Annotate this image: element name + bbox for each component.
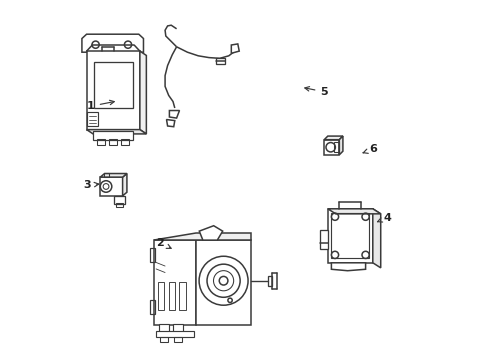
Bar [158, 282, 164, 310]
Polygon shape [87, 130, 147, 134]
Bar [173, 324, 183, 332]
Bar [169, 282, 175, 310]
Bar [94, 62, 133, 108]
Polygon shape [231, 44, 239, 53]
Polygon shape [328, 209, 373, 263]
Bar [109, 139, 117, 145]
Bar [93, 131, 133, 140]
Polygon shape [122, 174, 127, 196]
Polygon shape [170, 111, 179, 118]
Polygon shape [196, 240, 251, 325]
Bar [87, 112, 98, 126]
Bar [179, 282, 186, 310]
Text: 6: 6 [363, 144, 377, 154]
Bar [320, 230, 328, 249]
Bar [156, 331, 194, 337]
Polygon shape [328, 209, 381, 214]
Polygon shape [373, 209, 381, 268]
Polygon shape [324, 140, 339, 155]
Bar [97, 139, 104, 145]
Text: 2: 2 [156, 238, 171, 248]
Bar [334, 142, 339, 152]
Bar [268, 276, 272, 286]
Polygon shape [82, 34, 144, 52]
Polygon shape [154, 240, 196, 325]
Polygon shape [100, 177, 122, 196]
Bar [114, 196, 125, 204]
Bar [216, 58, 225, 64]
Polygon shape [140, 51, 147, 134]
Text: 3: 3 [83, 180, 98, 190]
Polygon shape [154, 233, 251, 240]
Bar [331, 213, 369, 258]
Bar [104, 173, 109, 177]
Polygon shape [339, 136, 343, 155]
Polygon shape [100, 174, 127, 177]
Bar [159, 324, 169, 332]
Bar [116, 203, 122, 207]
Polygon shape [199, 226, 222, 240]
Text: 4: 4 [377, 213, 391, 223]
Text: 1: 1 [87, 100, 114, 111]
Text: 5: 5 [305, 87, 328, 97]
Polygon shape [324, 136, 343, 140]
Bar [150, 248, 155, 262]
Bar [160, 337, 168, 342]
Bar [121, 139, 129, 145]
Polygon shape [331, 263, 366, 271]
Bar [150, 300, 155, 314]
Polygon shape [167, 120, 175, 127]
Bar [174, 337, 182, 342]
Polygon shape [87, 51, 140, 130]
